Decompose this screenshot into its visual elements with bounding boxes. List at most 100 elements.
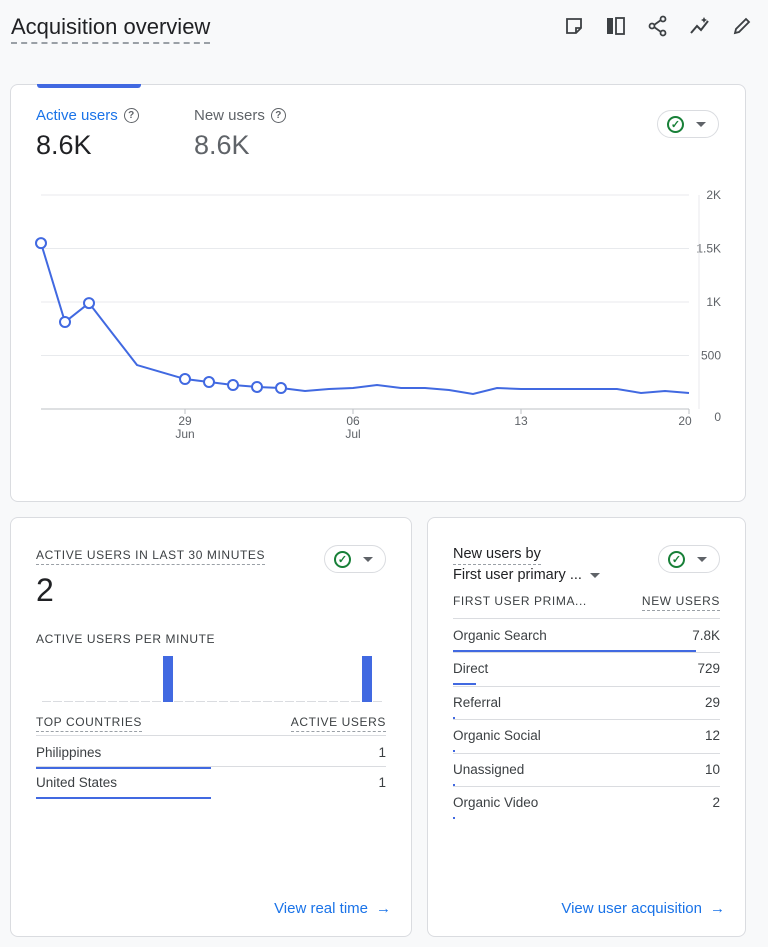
share-bar <box>36 797 211 799</box>
link-label: View user acquisition <box>561 900 702 917</box>
acquisition-card: New users by First user primary ... ✓ FI… <box>427 517 746 937</box>
minute-bar-empty <box>284 701 294 702</box>
comparison-dropdown[interactable]: ✓ <box>658 545 720 573</box>
row-value: 7.8K <box>692 628 720 643</box>
column-header[interactable]: TOP COUNTRIES <box>36 715 143 732</box>
minute-bar-empty <box>372 701 382 702</box>
minute-bar-empty <box>75 701 85 702</box>
active-tab-indicator <box>37 84 141 88</box>
metric-label: New users <box>194 107 265 124</box>
acquisition-table: FIRST USER PRIMA... NEW USERS Organic Se… <box>453 594 720 834</box>
minute-bar-empty <box>108 701 118 702</box>
comparison-dropdown[interactable]: ✓ <box>657 110 719 138</box>
comparison-dropdown[interactable]: ✓ <box>324 545 386 573</box>
table-row[interactable]: Unassigned 10 <box>453 762 720 795</box>
table-row[interactable]: Referral 29 <box>453 695 720 728</box>
row-label: United States <box>36 775 118 790</box>
row-label: Organic Social <box>453 728 541 744</box>
row-value: 10 <box>704 761 720 777</box>
view-realtime-link[interactable]: View real time → <box>274 900 391 917</box>
edit-icon[interactable] <box>730 14 754 38</box>
row-label: Organic Video <box>453 795 539 810</box>
minute-bar-empty <box>152 701 162 702</box>
tab-active-users[interactable]: Active users? 8.6K <box>36 107 139 161</box>
row-value: 29 <box>704 694 720 710</box>
x-tick-day: 20 <box>678 414 692 428</box>
toolbar <box>562 14 754 38</box>
divider <box>453 618 720 619</box>
view-acquisition-link[interactable]: View user acquisition → <box>561 900 725 917</box>
share-bar <box>36 767 211 769</box>
divider <box>453 685 720 687</box>
dimension-label: First user primary ... <box>453 567 582 583</box>
column-header[interactable]: ACTIVE USERS <box>290 715 386 732</box>
data-point <box>35 237 47 250</box>
y-tick-label: 2K <box>706 188 721 202</box>
minute-bar-empty <box>119 701 129 702</box>
check-circle-icon: ✓ <box>667 115 684 133</box>
metric-value: 8.6K <box>194 130 250 160</box>
minute-bar-empty <box>53 701 63 702</box>
table-row[interactable]: Organic Social 12 <box>453 728 720 761</box>
divider <box>453 652 720 654</box>
help-icon[interactable]: ? <box>270 108 286 123</box>
tab-new-users[interactable]: New users? 8.6K <box>194 107 286 161</box>
minute-bar-empty <box>64 701 74 702</box>
data-point <box>251 380 263 393</box>
dimension-dropdown[interactable]: First user primary ... <box>453 567 600 583</box>
minute-bar-empty <box>317 701 327 702</box>
per-minute-chart <box>41 656 383 702</box>
share-bar <box>453 716 455 719</box>
y-tick-label: 0 <box>714 410 721 424</box>
note-icon[interactable] <box>562 14 586 38</box>
minute-bar-empty <box>218 701 228 702</box>
caret-down-icon <box>696 121 706 127</box>
row-label: Organic Search <box>453 628 547 643</box>
data-point <box>179 373 191 386</box>
table-row[interactable]: United States 1 <box>36 775 386 805</box>
check-circle-icon: ✓ <box>334 550 351 568</box>
column-header[interactable]: FIRST USER PRIMA... <box>453 594 587 608</box>
minute-bar-empty <box>328 701 338 702</box>
minute-bar-empty <box>295 701 305 702</box>
row-value: 12 <box>704 728 720 744</box>
minute-bar-empty <box>207 701 217 702</box>
compare-icon[interactable] <box>604 14 628 38</box>
table-row[interactable]: Organic Video 2 <box>453 795 720 828</box>
minute-bar-empty <box>306 701 316 702</box>
column-header[interactable]: NEW USERS <box>641 594 720 611</box>
minute-bar <box>361 656 372 702</box>
minute-bar-empty <box>174 701 184 702</box>
divider <box>453 785 720 787</box>
metric-label: Active users <box>36 107 118 124</box>
caret-down-icon <box>589 572 600 578</box>
insights-icon[interactable] <box>688 14 712 38</box>
y-tick-label: 500 <box>701 349 721 363</box>
countries-table: TOP COUNTRIES ACTIVE USERS Philippines 1 U… <box>36 715 386 915</box>
table-row[interactable]: Philippines 1 <box>36 745 386 775</box>
caret-down-icon <box>697 556 707 562</box>
per-minute-label: ACTIVE USERS PER MINUTE <box>36 632 216 646</box>
share-bar <box>453 650 696 652</box>
minute-bar-empty <box>141 701 151 702</box>
table-row[interactable]: Organic Search 7.8K <box>453 628 720 661</box>
row-value: 1 <box>378 775 386 790</box>
page-title: Acquisition overview <box>11 14 211 44</box>
share-bar <box>453 783 455 786</box>
caret-down-icon <box>363 556 373 562</box>
minute-bar-empty <box>229 701 239 702</box>
minute-bar-empty <box>130 701 140 702</box>
x-tick-day: 13 <box>514 414 528 428</box>
data-point <box>59 316 71 329</box>
data-point <box>203 376 215 389</box>
table-row[interactable]: Direct 729 <box>453 661 720 694</box>
arrow-right-icon: → <box>376 900 391 917</box>
help-icon[interactable]: ? <box>123 108 139 123</box>
divider <box>36 766 386 767</box>
share-icon[interactable] <box>646 14 670 38</box>
minute-bar-empty <box>86 701 96 702</box>
divider <box>36 735 386 736</box>
users-chart-card: Active users? 8.6K New users? 8.6K ✓ 2K 1… <box>10 84 746 502</box>
realtime-title[interactable]: ACTIVE USERS IN LAST 30 MINUTES <box>36 548 266 565</box>
